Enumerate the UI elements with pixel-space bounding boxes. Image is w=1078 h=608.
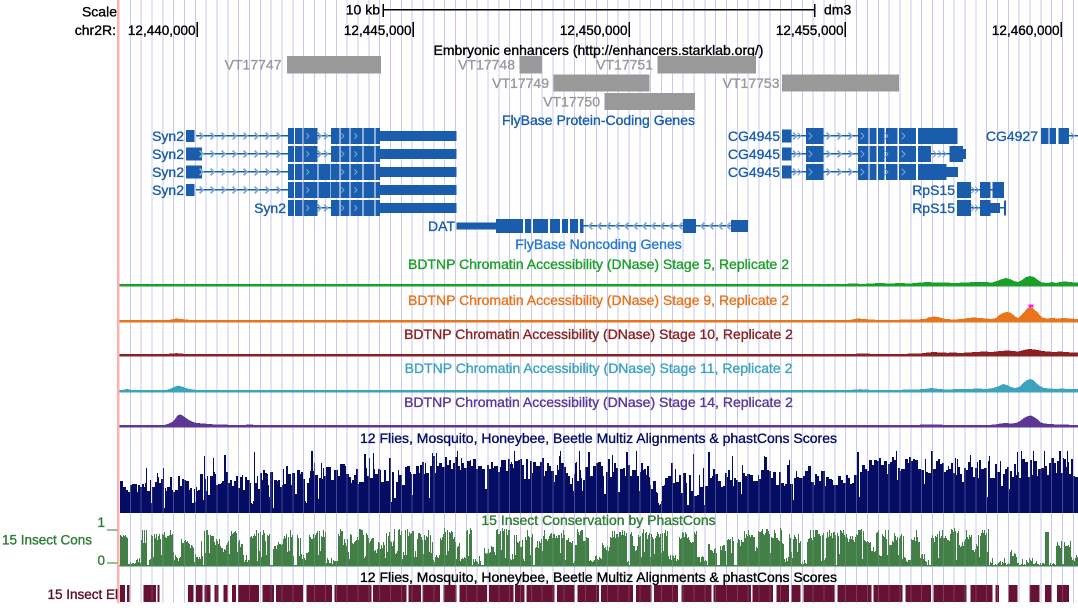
svg-text:15 Insect El: 15 Insect El: [47, 587, 118, 602]
svg-text:Syn2: Syn2: [254, 200, 286, 216]
svg-text:Syn2: Syn2: [152, 146, 184, 162]
svg-text:BDTNP Chromatin Accessibility: BDTNP Chromatin Accessibility (DNase) St…: [405, 360, 793, 376]
svg-text:Syn2: Syn2: [152, 164, 184, 180]
svg-text:VT17747: VT17747: [225, 57, 282, 73]
svg-text:chr2R:: chr2R:: [75, 22, 116, 38]
svg-text:Syn2: Syn2: [152, 182, 184, 198]
svg-text:12 Flies, Mosquito, Honeybee,: 12 Flies, Mosquito, Honeybee, Beetle Mul…: [360, 430, 837, 446]
svg-text:RpS15: RpS15: [912, 200, 955, 216]
svg-text:dm3: dm3: [824, 2, 851, 18]
svg-text:CG4945: CG4945: [728, 164, 780, 180]
svg-text:CG4945: CG4945: [728, 128, 780, 144]
svg-text:VT17751: VT17751: [596, 57, 653, 73]
svg-text:VT17749: VT17749: [492, 75, 549, 91]
svg-text:Scale: Scale: [82, 4, 117, 20]
svg-text:BDTNP Chromatin Accessibility: BDTNP Chromatin Accessibility (DNase) St…: [404, 394, 793, 410]
svg-text:VT17753: VT17753: [723, 75, 780, 91]
svg-text:CG4945: CG4945: [728, 146, 780, 162]
svg-text:12 Flies, Mosquito, Honeybee,: 12 Flies, Mosquito, Honeybee, Beetle Mul…: [360, 569, 837, 585]
svg-text:12,455,000: 12,455,000: [776, 23, 844, 38]
svg-text:VT17750: VT17750: [543, 93, 600, 109]
svg-text:12,445,000: 12,445,000: [344, 23, 412, 38]
svg-text:FlyBase Protein-Coding Genes: FlyBase Protein-Coding Genes: [502, 112, 695, 128]
svg-text:RpS15: RpS15: [912, 182, 955, 198]
svg-text:BDTNP Chromatin Accessibility: BDTNP Chromatin Accessibility (DNase) St…: [408, 292, 789, 308]
svg-text:BDTNP Chromatin Accessibility: BDTNP Chromatin Accessibility (DNase) St…: [404, 326, 793, 342]
svg-text:12,440,000: 12,440,000: [128, 23, 196, 38]
svg-text:DAT: DAT: [428, 218, 455, 234]
svg-text:1: 1: [97, 515, 105, 530]
svg-text:15 Insect Conservation by Phas: 15 Insect Conservation by PhastCons: [481, 512, 715, 528]
svg-text:FlyBase Noncoding Genes: FlyBase Noncoding Genes: [515, 236, 682, 252]
svg-text:Embryonic enhancers (http://en: Embryonic enhancers (http://enhancers.st…: [434, 42, 764, 58]
svg-text:0: 0: [97, 553, 105, 568]
svg-text:CG4927: CG4927: [986, 128, 1038, 144]
svg-text:VT17748: VT17748: [458, 57, 515, 73]
svg-text:Syn2: Syn2: [152, 128, 184, 144]
svg-text:12,460,000: 12,460,000: [992, 23, 1060, 38]
svg-text:10 kb: 10 kb: [346, 2, 380, 18]
svg-text:BDTNP Chromatin Accessibility: BDTNP Chromatin Accessibility (DNase) St…: [408, 256, 789, 272]
svg-text:12,450,000: 12,450,000: [560, 23, 628, 38]
svg-text:15 Insect Cons: 15 Insect Cons: [2, 533, 92, 548]
